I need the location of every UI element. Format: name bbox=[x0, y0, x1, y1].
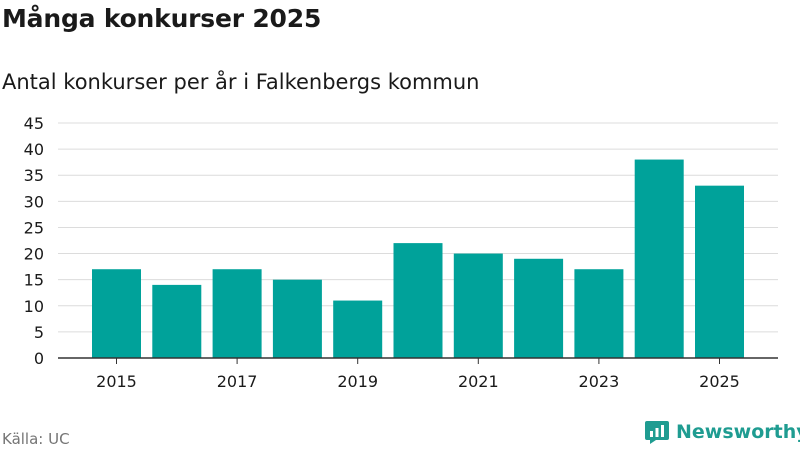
x-tick-label: 2019 bbox=[337, 372, 378, 391]
y-tick-label: 20 bbox=[24, 245, 44, 264]
x-tick-label: 2017 bbox=[217, 372, 258, 391]
bar-2019 bbox=[333, 300, 383, 358]
bar-2025 bbox=[695, 185, 744, 358]
y-tick-label: 0 bbox=[34, 349, 44, 368]
bar-2022 bbox=[514, 258, 564, 358]
x-tick-label: 2015 bbox=[96, 372, 137, 391]
y-tick-label: 15 bbox=[24, 271, 44, 290]
brand-logo: Newsworthy bbox=[644, 419, 800, 445]
y-tick-label: 45 bbox=[24, 114, 44, 133]
y-tick-label: 5 bbox=[34, 323, 44, 342]
bars bbox=[92, 159, 744, 358]
y-tick-label: 35 bbox=[24, 166, 44, 185]
y-tick-label: 10 bbox=[24, 297, 44, 316]
bar-2021 bbox=[453, 253, 503, 358]
bar-2023 bbox=[574, 269, 624, 358]
y-tick-label: 30 bbox=[24, 192, 44, 211]
bar-2024 bbox=[634, 159, 684, 358]
chart-subtitle: Antal konkurser per år i Falkenbergs kom… bbox=[2, 70, 480, 94]
x-tick-label: 2023 bbox=[579, 372, 620, 391]
chart-title: Många konkurser 2025 bbox=[2, 4, 322, 33]
newsworthy-logo-icon bbox=[645, 421, 669, 444]
y-tick-label: 40 bbox=[24, 140, 44, 159]
y-tick-label: 25 bbox=[24, 218, 44, 237]
bar-2020 bbox=[393, 243, 443, 358]
source-note: Källa: UC bbox=[2, 430, 70, 448]
bar-2016 bbox=[152, 284, 202, 358]
bar-2015 bbox=[92, 269, 141, 358]
x-tick-label: 2025 bbox=[699, 372, 740, 391]
brand-name: Newsworthy bbox=[676, 421, 800, 443]
x-tick-label: 2021 bbox=[458, 372, 499, 391]
bar-2017 bbox=[212, 269, 262, 358]
bar-2018 bbox=[272, 279, 322, 358]
